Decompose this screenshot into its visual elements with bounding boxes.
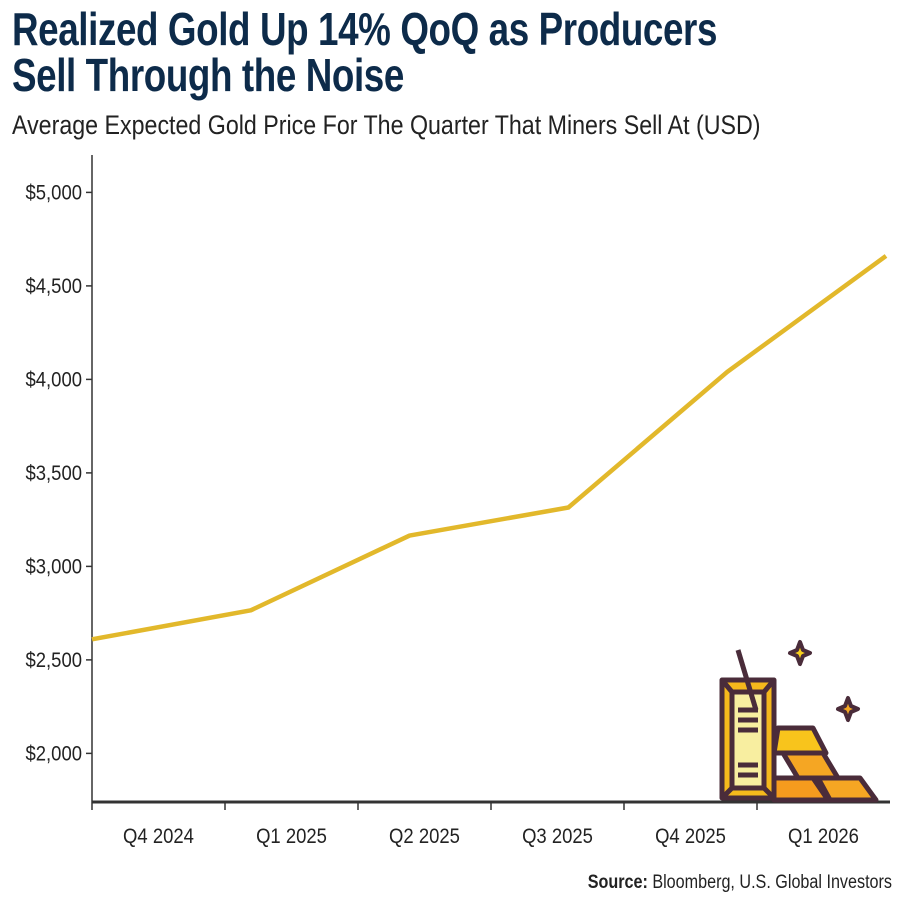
x-tick-label: Q1 2026 bbox=[788, 825, 859, 848]
x-tick-label: Q4 2024 bbox=[123, 825, 194, 848]
y-tick-label: $4,000 bbox=[26, 368, 82, 391]
x-tick-label: Q1 2025 bbox=[256, 825, 327, 848]
title-line-2: Sell Through the Noise bbox=[12, 49, 404, 101]
x-tick-label: Q2 2025 bbox=[389, 825, 460, 848]
y-axis: $2,000 $2,500 $3,000 $3,500 $4,000 $4,500 $5,0… bbox=[26, 155, 93, 802]
x-tick-label: Q4 2025 bbox=[655, 825, 726, 848]
source-note: Source: Bloomberg, U.S. Global Investors bbox=[588, 872, 892, 894]
source-text: Bloomberg, U.S. Global Investors bbox=[652, 872, 892, 893]
gold-bars-icon bbox=[719, 640, 879, 803]
y-tick-label: $2,500 bbox=[26, 649, 82, 672]
title-line-1: Realized Gold Up 14% QoQ as Producers bbox=[12, 3, 718, 55]
y-tick-label: $2,000 bbox=[26, 742, 82, 765]
x-tick-label: Q3 2025 bbox=[522, 825, 593, 848]
y-tick-label: $5,000 bbox=[26, 181, 82, 204]
y-tick-label: $3,000 bbox=[26, 555, 82, 578]
chart-subtitle: Average Expected Gold Price For The Quar… bbox=[12, 110, 761, 140]
y-tick-label: $3,500 bbox=[26, 462, 82, 485]
x-axis: Q4 2024 Q1 2025 Q2 2025 Q3 2025 Q4 2025 Q1 20… bbox=[91, 800, 890, 848]
source-label: Source: bbox=[587, 872, 648, 893]
series-line bbox=[91, 254, 888, 642]
series bbox=[91, 254, 888, 642]
y-tick-label: $4,500 bbox=[26, 275, 82, 298]
chart-title: Realized Gold Up 14% QoQ as Producers Se… bbox=[12, 6, 717, 98]
